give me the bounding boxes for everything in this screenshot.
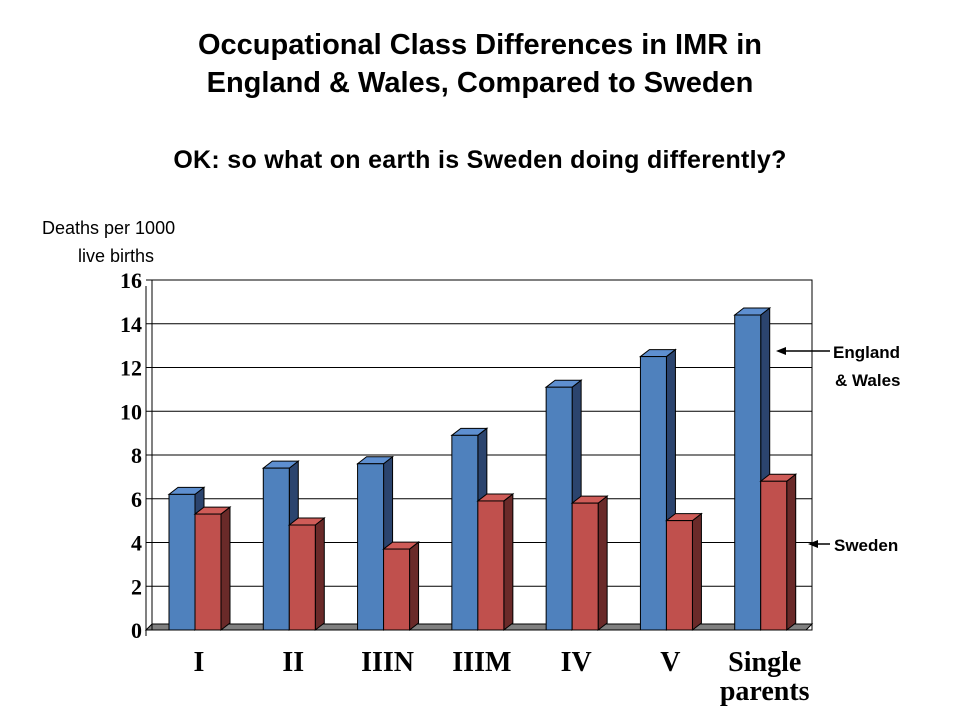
bar-sweden: [665, 520, 693, 631]
bar-england-wales: [545, 386, 573, 631]
bar-sweden: [288, 524, 316, 631]
bar-sweden: [760, 480, 788, 631]
bar-side: [691, 512, 702, 632]
y-tick-label: 10: [120, 399, 142, 424]
y-tick-label: 14: [120, 312, 142, 337]
x-category-label: I: [194, 647, 205, 678]
bar-sweden: [477, 500, 505, 631]
bar-side: [503, 492, 514, 632]
bar-side: [786, 473, 797, 632]
y-axis-label-line2: live births: [78, 246, 155, 266]
x-category-label: II: [282, 647, 304, 678]
bar-sweden: [383, 548, 411, 631]
bar-england-wales: [262, 467, 290, 631]
chart-title-line2: England & Wales, Compared to Sweden: [206, 67, 754, 99]
bar-england-wales: [734, 314, 762, 631]
y-tick-label: 2: [131, 574, 142, 599]
legend-england-wales-line1: England: [833, 343, 900, 362]
y-axis-label-line1: Deaths per 1000: [42, 218, 176, 238]
bar-england-wales: [357, 463, 385, 631]
legend-arrowhead-sweden: [808, 540, 818, 548]
bar-england-wales: [639, 356, 667, 631]
y-tick-label: 6: [131, 487, 142, 512]
bar-england-wales: [451, 434, 479, 631]
x-category-label: IIIN: [361, 647, 414, 678]
bar-side: [597, 495, 608, 632]
y-tick-label: 12: [120, 356, 142, 381]
x-category-label: Single: [728, 647, 801, 678]
legend-sweden: Sweden: [834, 536, 898, 555]
legend-england-wales-line2: & Wales: [835, 371, 901, 390]
x-category-label: IV: [561, 647, 592, 678]
bar-side: [409, 541, 420, 632]
bar-side: [314, 516, 325, 632]
y-tick-label: 4: [131, 531, 142, 556]
bar-side: [220, 506, 231, 632]
x-category-label: V: [660, 647, 680, 678]
bar-sweden: [571, 502, 599, 631]
y-tick-label: 0: [131, 618, 142, 643]
bar-england-wales: [168, 493, 196, 631]
y-tick-label: 16: [120, 268, 142, 293]
y-tick-label: 8: [131, 443, 142, 468]
bar-sweden: [194, 513, 222, 631]
x-category-label: parents: [720, 676, 810, 707]
x-category-label: IIIM: [452, 647, 511, 678]
chart-title-line1: Occupational Class Differences in IMR in: [197, 29, 763, 61]
legend-arrowhead-england-wales: [776, 347, 786, 355]
chart-subtitle: OK: so what on earth is Sweden doing dif…: [173, 146, 787, 174]
